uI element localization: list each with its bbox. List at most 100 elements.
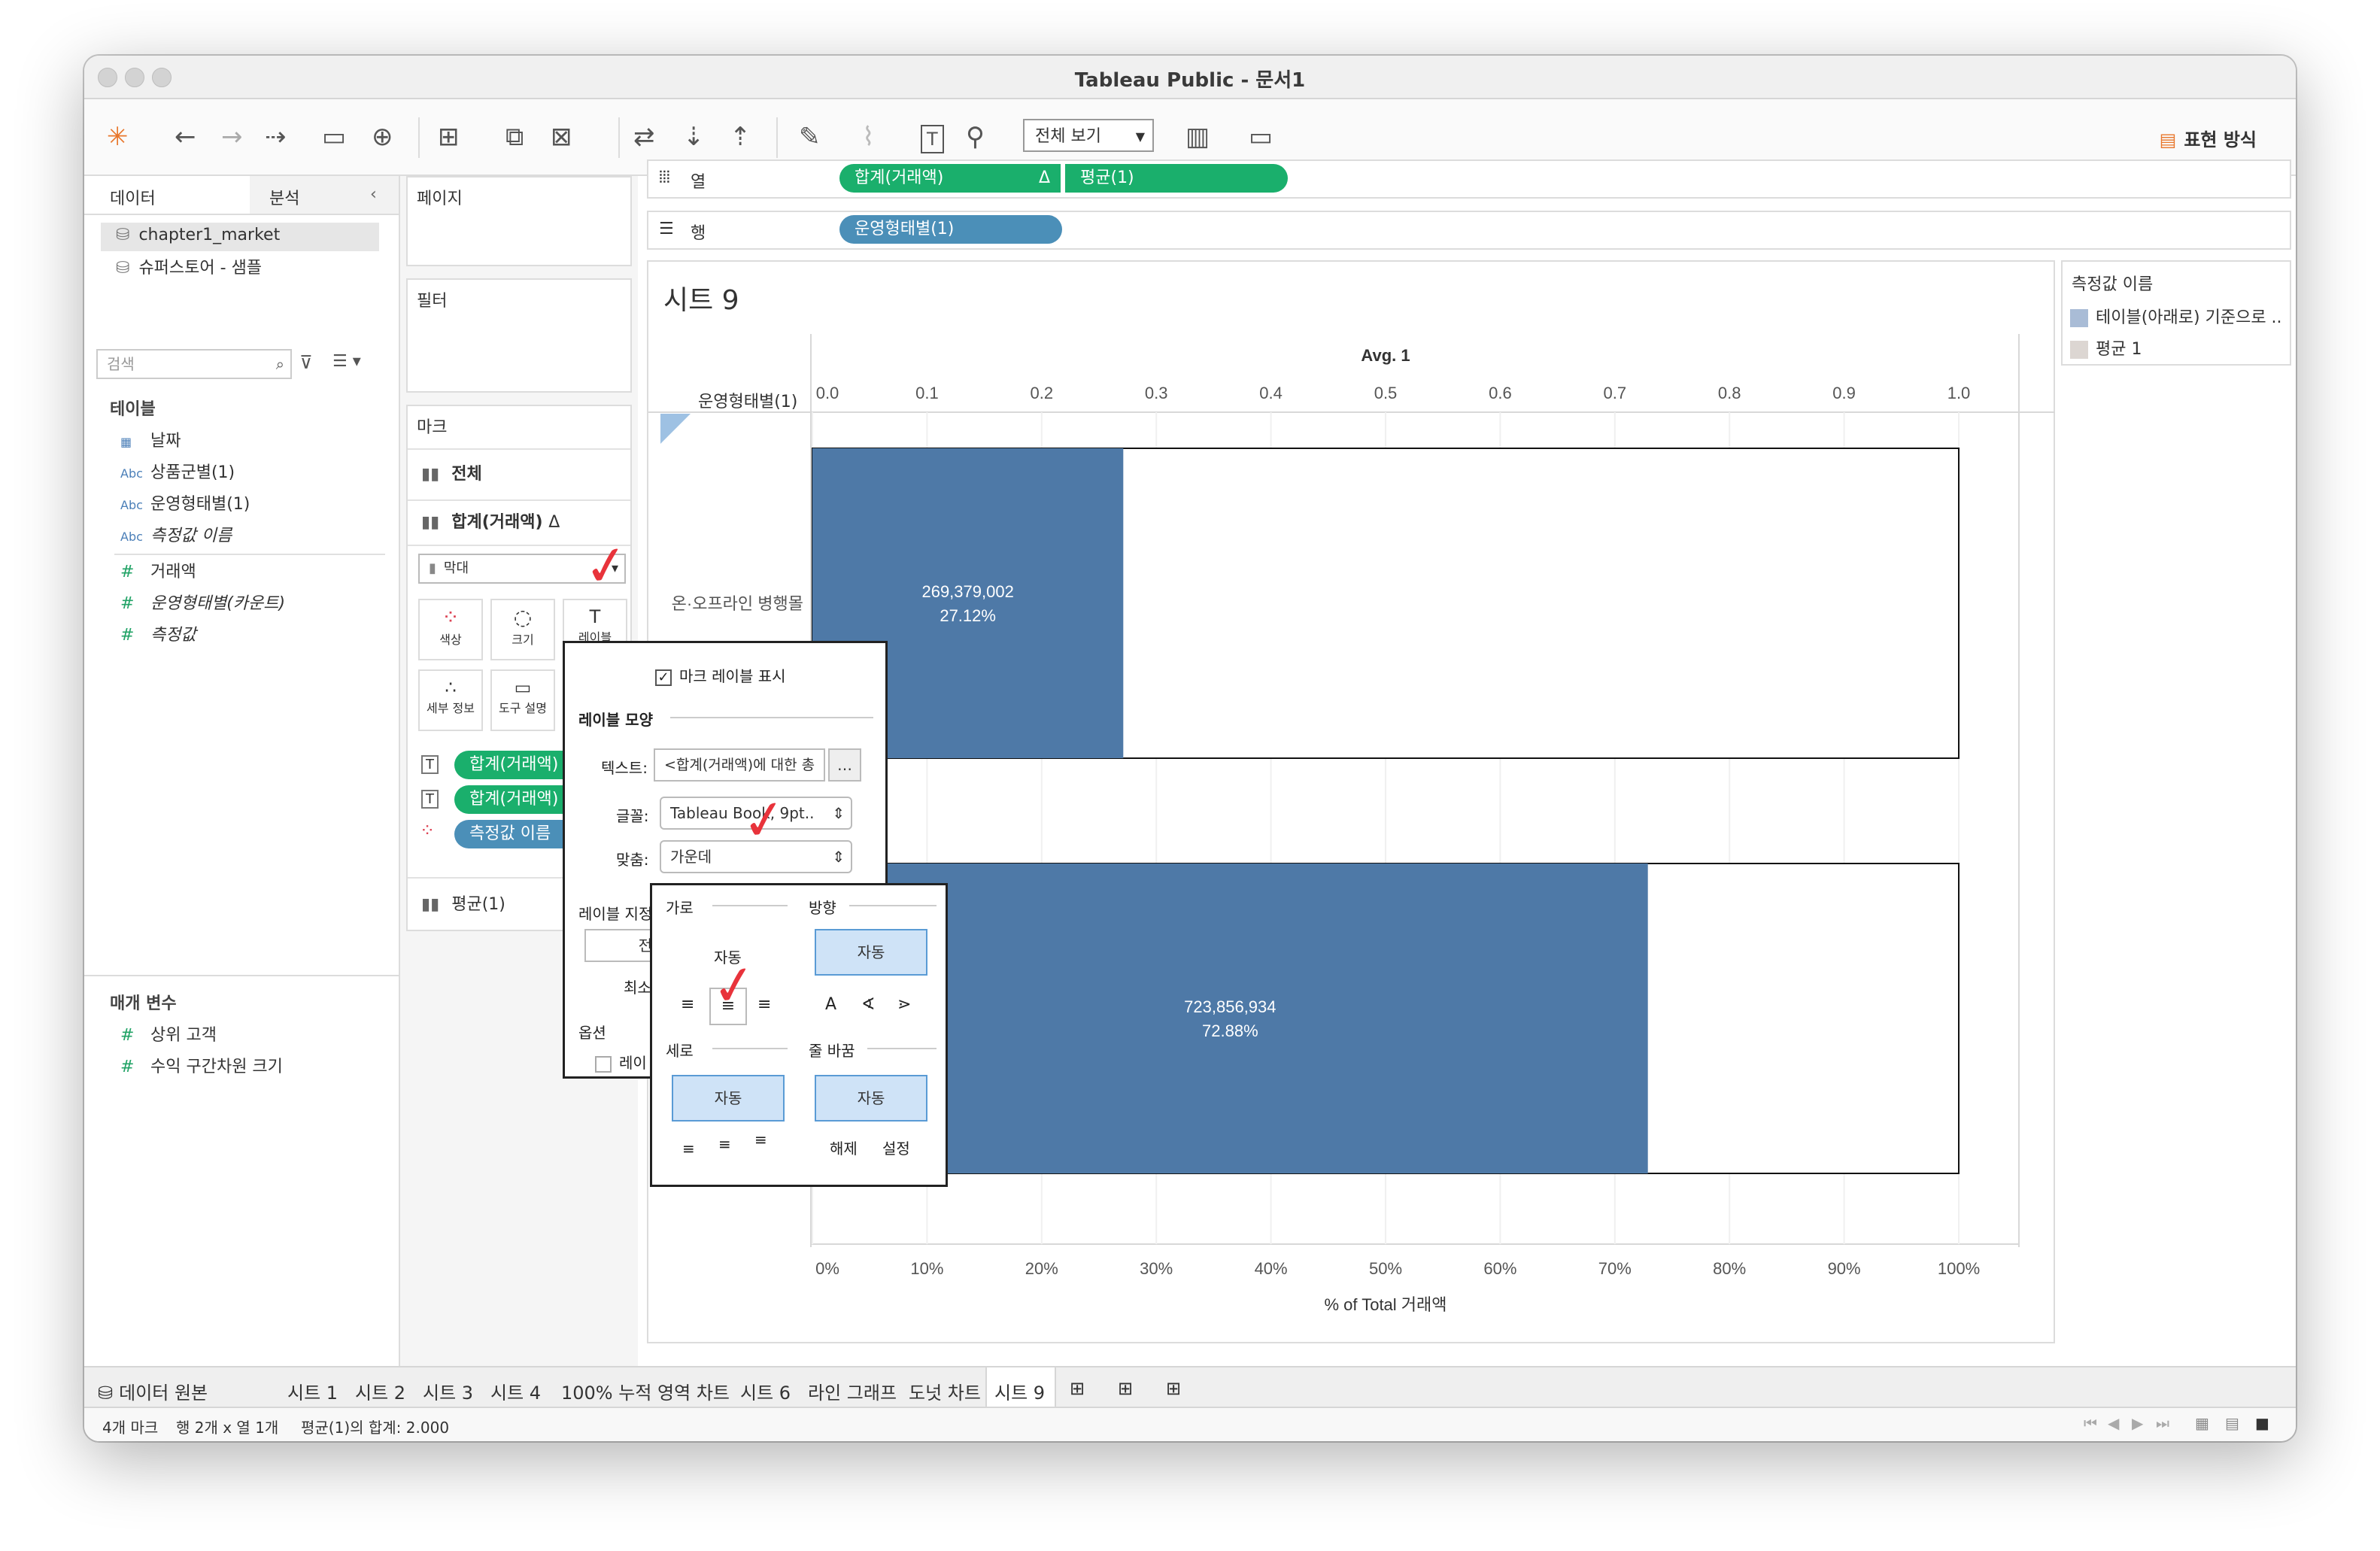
align-bottom-icon[interactable]: ≡ bbox=[682, 1140, 695, 1158]
color-button[interactable]: ⁘ 색상 bbox=[418, 599, 483, 660]
new-sheet-icon[interactable]: ⊞ bbox=[438, 122, 460, 152]
param-bin-size[interactable]: # 수익 구간차원 크기 bbox=[120, 1058, 283, 1076]
close-window-button[interactable] bbox=[98, 68, 117, 87]
marks-all[interactable]: ▮▮ 전체 bbox=[421, 465, 482, 484]
direction-auto-button[interactable]: 자동 bbox=[815, 929, 927, 976]
legend-item-avg[interactable]: 평균 1 bbox=[2070, 335, 2142, 360]
zoom-window-button[interactable] bbox=[152, 68, 172, 87]
next-sheet-icon[interactable]: ▶ bbox=[2132, 1414, 2144, 1432]
datasource-superstore[interactable]: ⛁ 슈퍼스토어 - 샘플 bbox=[116, 259, 263, 278]
tab-sheet-1[interactable]: 시트 1 bbox=[287, 1383, 338, 1404]
column-pill-sum-amount[interactable]: 합계(거래액) Δ bbox=[839, 164, 1061, 193]
field-measure-values[interactable]: # 측정값 bbox=[120, 626, 196, 645]
align-right-icon[interactable]: ≡ bbox=[757, 995, 772, 1014]
sort-descending-icon[interactable]: ⇡ bbox=[730, 122, 751, 152]
param-top-customers[interactable]: # 상위 고객 bbox=[120, 1026, 217, 1045]
new-datasource-icon[interactable]: ⊕ bbox=[372, 122, 393, 152]
size-button[interactable]: ◌ 크기 bbox=[490, 599, 555, 660]
align-center-icon[interactable]: ≡ bbox=[709, 988, 747, 1025]
new-story-icon[interactable]: ⊞ bbox=[1166, 1378, 1182, 1399]
align-middle-icon[interactable]: ≡ bbox=[718, 1135, 731, 1153]
show-labels-icon[interactable]: T bbox=[921, 125, 944, 153]
replay-icon[interactable]: ⇢ bbox=[265, 122, 287, 152]
wrap-on-button[interactable]: 설정 bbox=[882, 1140, 910, 1158]
columns-shelf[interactable]: ⦙⦙⦙ 열 합계(거래액) Δ 평균(1) bbox=[647, 159, 2291, 199]
view-options-icon[interactable]: ☰ ▾ bbox=[332, 352, 361, 371]
text-input[interactable]: <합계(거래액)에 대한 총 bbox=[654, 748, 825, 782]
show-mark-labels-checkbox[interactable]: ✓ 마크 레이블 표시 bbox=[655, 664, 786, 686]
field-date[interactable]: ▦ 날짜 bbox=[120, 432, 181, 451]
detail-button[interactable]: ∴ 세부 정보 bbox=[418, 669, 483, 731]
font-select[interactable]: Tableau Book, 9pt.. ⇕ bbox=[660, 797, 852, 830]
tab-donut-chart[interactable]: 도넛 차트 bbox=[909, 1383, 981, 1404]
search-input[interactable]: 검색 ⌕ bbox=[96, 349, 292, 379]
first-sheet-icon[interactable]: ⏮ bbox=[2084, 1414, 2097, 1432]
marks-to-label-button[interactable]: 전 bbox=[584, 929, 660, 962]
tab-sheet-3[interactable]: 시트 3 bbox=[423, 1383, 474, 1404]
prev-sheet-icon[interactable]: ◀ bbox=[2108, 1414, 2120, 1432]
align-top-icon[interactable]: ≡ bbox=[754, 1131, 767, 1149]
tabs-view-icon[interactable]: ■ bbox=[2255, 1414, 2269, 1432]
pages-card[interactable]: 페이지 bbox=[406, 176, 632, 266]
row-pill-operation-type[interactable]: 운영형태별(1) bbox=[839, 215, 1062, 244]
tab-analysis[interactable]: 분석 bbox=[269, 190, 300, 208]
text-down-icon[interactable]: ⋗ bbox=[897, 995, 912, 1014]
tab-data-source[interactable]: ⛁ 데이터 원본 bbox=[98, 1383, 208, 1404]
minimize-window-button[interactable] bbox=[125, 68, 144, 87]
options-checkbox[interactable]: 레이 bbox=[595, 1051, 647, 1073]
marks-avg[interactable]: ▮▮ 평균(1) bbox=[421, 895, 505, 914]
duplicate-sheet-icon[interactable]: ⧉ bbox=[505, 122, 524, 152]
text-up-icon[interactable]: ∢ bbox=[861, 995, 876, 1014]
mark-type-select[interactable]: ▮ 막대 ▾ bbox=[418, 554, 626, 584]
grid-view-icon[interactable]: ▦ bbox=[2195, 1414, 2209, 1432]
vertical-auto-button[interactable]: 자동 bbox=[672, 1075, 785, 1122]
align-left-icon[interactable]: ≡ bbox=[681, 995, 695, 1014]
show-cards-icon[interactable]: ▥ bbox=[1185, 122, 1210, 152]
tableau-logo-icon[interactable]: ✳ bbox=[107, 122, 129, 152]
redo-icon[interactable]: → bbox=[221, 122, 243, 152]
tab-sheet-2[interactable]: 시트 2 bbox=[355, 1383, 406, 1404]
text-horizontal-icon[interactable]: A bbox=[825, 995, 837, 1014]
group-icon[interactable]: ⌇ bbox=[862, 122, 875, 152]
row-header[interactable]: 운영형태별(1) bbox=[698, 393, 798, 411]
tab-sheet-9[interactable]: 시트 9 bbox=[994, 1383, 1046, 1404]
legend-item-table[interactable]: 테이블(아래로) 기준으로 .. bbox=[2070, 304, 2282, 328]
filmstrip-icon[interactable]: ▤ bbox=[2225, 1414, 2239, 1432]
field-measure-names[interactable]: Abc 측정값 이름 bbox=[120, 527, 232, 545]
clear-sheet-icon[interactable]: ⊠ bbox=[551, 122, 572, 152]
fit-select[interactable]: 전체 보기 ▼ bbox=[1023, 119, 1154, 152]
tab-line-graph[interactable]: 라인 그래프 bbox=[808, 1383, 897, 1404]
show-me-button[interactable]: ▤ 표현 방식 bbox=[2159, 129, 2257, 150]
collapse-icon[interactable]: ‹ bbox=[370, 185, 377, 204]
field-amount[interactable]: # 거래액 bbox=[120, 563, 196, 581]
tab-stacked-area[interactable]: 100% 누적 영역 차트 bbox=[561, 1383, 730, 1404]
undo-icon[interactable]: ← bbox=[175, 122, 196, 152]
text-edit-button[interactable]: … bbox=[828, 748, 861, 782]
filters-card[interactable]: 필터 bbox=[406, 278, 632, 393]
new-worksheet-icon[interactable]: ⊞ bbox=[1070, 1378, 1085, 1399]
wrap-off-button[interactable]: 해제 bbox=[830, 1140, 858, 1158]
tab-sheet-6[interactable]: 시트 6 bbox=[740, 1383, 791, 1404]
swap-axes-icon[interactable]: ⇄ bbox=[633, 122, 655, 152]
horizontal-auto-button[interactable]: 자동 bbox=[714, 949, 742, 967]
marks-sum-amount[interactable]: ▮▮ 합계(거래액) Δ bbox=[421, 513, 560, 532]
field-operation-count[interactable]: # 운영형태별(카운트) bbox=[120, 594, 286, 613]
tab-sheet-4[interactable]: 시트 4 bbox=[490, 1383, 542, 1404]
presentation-icon[interactable]: ▭ bbox=[1249, 122, 1273, 152]
last-sheet-icon[interactable]: ⏭ bbox=[2156, 1414, 2169, 1432]
tab-data[interactable]: 데이터 bbox=[110, 190, 156, 208]
datasource-chapter1-market[interactable]: ⛁ chapter1_market bbox=[116, 226, 281, 244]
filter-icon[interactable]: ⊽ bbox=[299, 352, 313, 373]
sort-ascending-icon[interactable]: ⇣ bbox=[683, 122, 705, 152]
highlight-icon[interactable]: ✎ bbox=[799, 122, 821, 152]
save-icon[interactable]: ▭ bbox=[322, 122, 347, 152]
field-operation-type[interactable]: Abc 운영형태별(1) bbox=[120, 495, 250, 514]
new-dashboard-icon[interactable]: ⊞ bbox=[1118, 1378, 1134, 1399]
alignment-select[interactable]: 가운데 ⇕ bbox=[660, 840, 852, 873]
pin-icon[interactable]: ⚲ bbox=[966, 122, 985, 152]
field-product-group[interactable]: Abc 상품군별(1) bbox=[120, 463, 235, 482]
wrap-auto-button[interactable]: 자동 bbox=[815, 1075, 927, 1122]
tooltip-button[interactable]: ▭ 도구 설명 bbox=[490, 669, 555, 731]
rows-shelf[interactable]: ☰ 행 운영형태별(1) bbox=[647, 211, 2291, 250]
column-pill-avg[interactable]: 평균(1) bbox=[1065, 164, 1288, 193]
